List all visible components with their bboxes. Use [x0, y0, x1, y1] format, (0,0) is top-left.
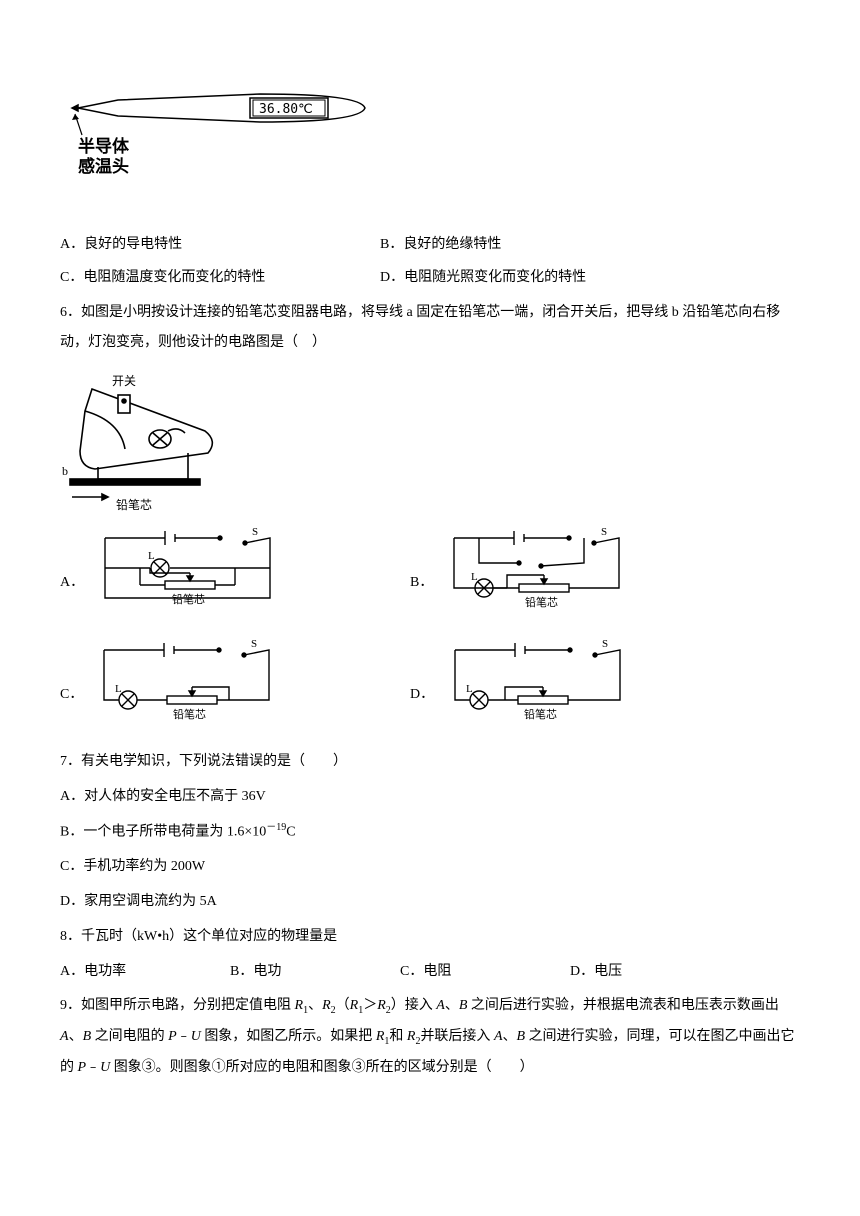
q6-option-d: D． S L 铅笔芯	[410, 635, 800, 735]
thermometer-label-2: 感温头	[78, 156, 129, 176]
thermometer-display: 36.80℃	[259, 102, 313, 117]
svg-text:铅笔芯: 铅笔芯	[525, 595, 558, 609]
q8-stem: 8．千瓦时（kW•h）这个单位对应的物理量是	[60, 922, 800, 953]
circuit-a: S L 铅笔芯	[90, 523, 290, 623]
q7-option-d: D．家用空调电流约为 5A	[60, 887, 800, 918]
svg-text:铅笔芯: 铅笔芯	[173, 707, 206, 721]
q5-option-c: C．电阻随温度变化而变化的特性	[60, 263, 380, 294]
q6-option-b: B． S L 铅笔芯	[410, 523, 800, 623]
q5-options-row1: A．良好的导电特性 B．良好的绝缘特性	[60, 230, 800, 261]
svg-text:S: S	[601, 526, 607, 538]
q8-options: A．电功率 B．电功 C．电阻 D．电压	[60, 957, 800, 988]
q6-stem: 6．如图是小明按设计连接的铅笔芯变阻器电路，将导线 a 固定在铅笔芯一端，闭合开…	[60, 298, 800, 360]
svg-text:L: L	[471, 571, 478, 583]
q5-options-row2: C．电阻随温度变化而变化的特性 D．电阻随光照变化而变化的特性	[60, 263, 800, 294]
q8-option-a: A．电功率	[60, 957, 230, 988]
q6-options-row2: C． S L 铅笔芯 D．	[60, 635, 800, 735]
q8-option-c: C．电阻	[400, 957, 570, 988]
q6-options-row1: A． S L 铅笔芯	[60, 523, 800, 623]
q5-option-b: B．良好的绝缘特性	[380, 230, 800, 261]
thermometer-figure: 36.80℃ 半导体 感温头	[60, 80, 800, 200]
svg-text:开关: 开关	[112, 374, 136, 388]
q5-option-a: A．良好的导电特性	[60, 230, 380, 261]
q6-option-c: C． S L 铅笔芯	[60, 635, 410, 735]
q8-option-d: D．电压	[570, 957, 740, 988]
q9-stem: 9．如图甲所示电路，分别把定值电阻 R1、R2（R1＞R2）接入 A、B 之间后…	[60, 991, 800, 1083]
q5-option-d: D．电阻随光照变化而变化的特性	[380, 263, 800, 294]
thermometer-label-1: 半导体	[78, 136, 130, 156]
circuit-c: S L 铅笔芯	[89, 635, 289, 735]
svg-text:L: L	[148, 550, 155, 562]
svg-text:S: S	[252, 526, 258, 538]
svg-text:S: S	[602, 638, 608, 650]
svg-text:S: S	[251, 638, 257, 650]
q7-stem: 7．有关电学知识，下列说法错误的是（ ）	[60, 747, 800, 778]
q6-option-a: A． S L 铅笔芯	[60, 523, 410, 623]
q7-option-b: B．一个电子所带电荷量为 1.6×10－19C	[60, 817, 800, 848]
svg-text:b: b	[62, 464, 68, 478]
q8-option-b: B．电功	[230, 957, 400, 988]
circuit-b: S L 铅笔芯	[439, 523, 639, 623]
svg-text:L: L	[115, 683, 122, 695]
thermometer-svg: 36.80℃ 半导体 感温头	[60, 80, 390, 200]
svg-text:铅笔芯: 铅笔芯	[524, 707, 557, 721]
q7-option-a: A．对人体的安全电压不高于 36V	[60, 782, 800, 813]
circuit-d: S L 铅笔芯	[440, 635, 640, 735]
svg-text:铅笔芯: 铅笔芯	[172, 592, 205, 606]
svg-text:铅笔芯: 铅笔芯	[116, 497, 152, 511]
q7-option-c: C．手机功率约为 200W	[60, 852, 800, 883]
svg-text:L: L	[466, 683, 473, 695]
q6-pencil-figure: 开关 b 铅笔芯	[60, 371, 800, 511]
